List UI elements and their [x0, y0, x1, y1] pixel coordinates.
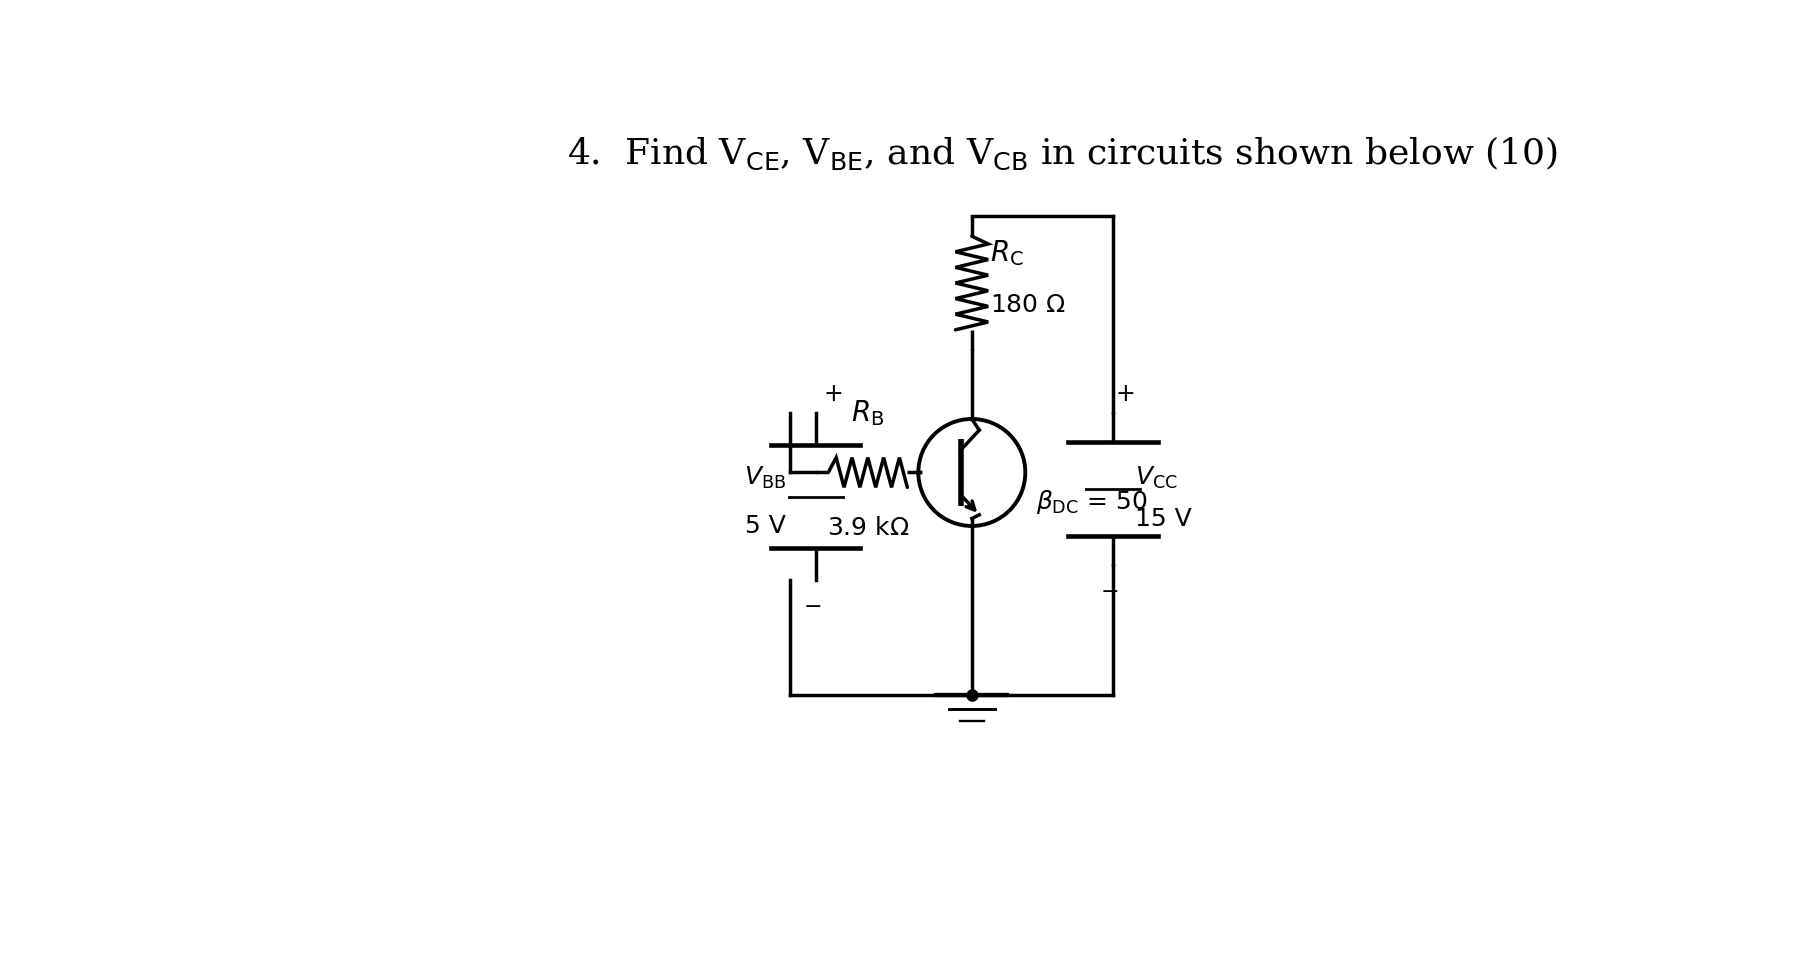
Text: $\it{V}_{\rm BB}$: $\it{V}_{\rm BB}$ [744, 465, 786, 491]
Text: 4.  Find V$_{\rm CE}$, V$_{\rm BE}$, and V$_{\rm CB}$ in circuits shown below (1: 4. Find V$_{\rm CE}$, V$_{\rm BE}$, and … [568, 134, 1557, 172]
Text: $+$: $+$ [1115, 381, 1135, 405]
Text: $\it{R}_{\rm B}$: $\it{R}_{\rm B}$ [851, 399, 885, 427]
Text: 5 V: 5 V [746, 514, 786, 538]
Text: 15 V: 15 V [1135, 507, 1193, 531]
Text: $+$: $+$ [822, 381, 842, 405]
Text: 180 $\Omega$: 180 $\Omega$ [991, 293, 1067, 317]
Text: 3.9 k$\Omega$: 3.9 k$\Omega$ [827, 516, 908, 540]
Text: $-$: $-$ [804, 595, 822, 615]
Text: $\it{R}_{\rm C}$: $\it{R}_{\rm C}$ [991, 238, 1024, 268]
Text: $\beta_{\rm DC}$ = 50: $\beta_{\rm DC}$ = 50 [1036, 488, 1148, 516]
Text: $\it{V}_{\rm CC}$: $\it{V}_{\rm CC}$ [1135, 465, 1179, 491]
Text: $-$: $-$ [1101, 580, 1119, 600]
